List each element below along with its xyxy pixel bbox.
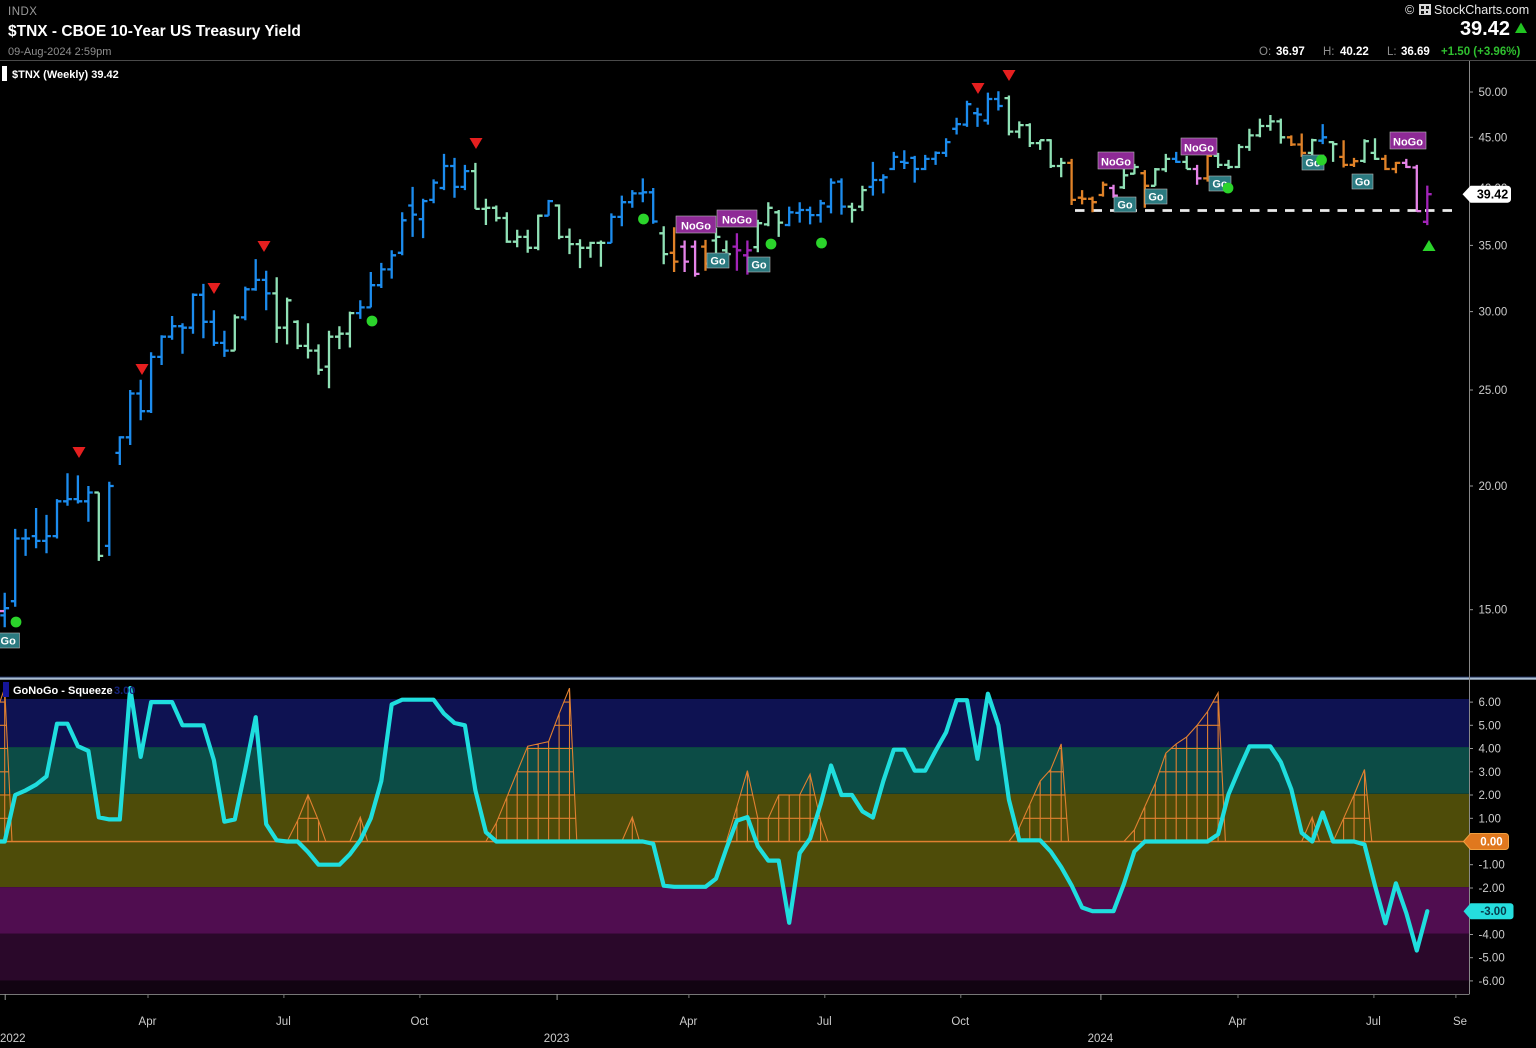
svg-text:50.00: 50.00 bbox=[1479, 87, 1508, 99]
svg-text:Jul: Jul bbox=[1366, 1016, 1381, 1028]
svg-text:2022: 2022 bbox=[0, 1033, 26, 1045]
svg-text:-4.00: -4.00 bbox=[1479, 930, 1505, 942]
svg-text:2.00: 2.00 bbox=[1479, 790, 1501, 802]
svg-text:-1.00: -1.00 bbox=[1479, 860, 1505, 872]
svg-text:-6.00: -6.00 bbox=[1479, 976, 1505, 988]
svg-text:09-Aug-2024 2:59pm: 09-Aug-2024 2:59pm bbox=[8, 46, 111, 58]
svg-text:NoGo: NoGo bbox=[722, 215, 752, 227]
svg-text:$TNX - CBOE 10-Year US Treasur: $TNX - CBOE 10-Year US Treasury Yield bbox=[8, 23, 301, 40]
svg-text:20.00: 20.00 bbox=[1479, 481, 1508, 493]
svg-text:Jul: Jul bbox=[276, 1016, 291, 1028]
svg-text:GoNoGo - Squeeze: GoNoGo - Squeeze bbox=[13, 685, 113, 697]
svg-text:-5.00: -5.00 bbox=[1479, 953, 1505, 965]
svg-text:39.42: 39.42 bbox=[1460, 18, 1510, 40]
svg-text:NoGo: NoGo bbox=[681, 221, 711, 233]
svg-text:Go: Go bbox=[1355, 177, 1371, 189]
svg-text:4.00: 4.00 bbox=[1479, 744, 1501, 756]
svg-text:NoGo: NoGo bbox=[1184, 143, 1214, 155]
svg-text:O:36.97H:40.22L:36.69+1.50 (+3: O: 36.97 H: 40.22 L: 36.69 +1.50 (+3.96%) bbox=[1259, 46, 1520, 58]
svg-text:Apr: Apr bbox=[679, 1016, 697, 1028]
svg-text:Go: Go bbox=[751, 260, 767, 272]
svg-text:©: © bbox=[1405, 3, 1415, 17]
svg-text:Jul: Jul bbox=[817, 1016, 832, 1028]
svg-text:$TNX (Weekly) 39.42: $TNX (Weekly) 39.42 bbox=[12, 69, 119, 81]
svg-text:Go: Go bbox=[1117, 200, 1133, 212]
svg-text:Se: Se bbox=[1453, 1016, 1467, 1028]
svg-text:Apr: Apr bbox=[1229, 1016, 1247, 1028]
svg-text:-2.00: -2.00 bbox=[1479, 883, 1505, 895]
svg-text:6.00: 6.00 bbox=[1479, 697, 1501, 709]
svg-text:NoGo: NoGo bbox=[1101, 157, 1131, 169]
svg-text:Go: Go bbox=[1148, 192, 1164, 204]
svg-text:15.00: 15.00 bbox=[1479, 605, 1508, 617]
svg-text:45.00: 45.00 bbox=[1479, 132, 1508, 144]
svg-text:39.42: 39.42 bbox=[1477, 187, 1508, 201]
svg-text:3.00: 3.00 bbox=[114, 685, 135, 697]
svg-text:Go: Go bbox=[710, 256, 726, 268]
svg-text:3.00: 3.00 bbox=[1479, 767, 1501, 779]
svg-text:Apr: Apr bbox=[139, 1016, 157, 1028]
svg-text:25.00: 25.00 bbox=[1479, 385, 1508, 397]
svg-text:2024: 2024 bbox=[1088, 1033, 1114, 1045]
svg-text:StockCharts.com: StockCharts.com bbox=[1434, 3, 1529, 17]
svg-text:5.00: 5.00 bbox=[1479, 720, 1501, 732]
svg-text:35.00: 35.00 bbox=[1479, 240, 1508, 252]
svg-text:INDX: INDX bbox=[8, 6, 37, 18]
svg-text:Oct: Oct bbox=[951, 1016, 970, 1028]
svg-text:30.00: 30.00 bbox=[1479, 307, 1508, 319]
svg-text:-3.00: -3.00 bbox=[1480, 906, 1506, 918]
svg-text:Go: Go bbox=[1, 636, 17, 648]
svg-text:1.00: 1.00 bbox=[1479, 813, 1501, 825]
svg-text:NoGo: NoGo bbox=[1393, 137, 1423, 149]
svg-text:Oct: Oct bbox=[410, 1016, 429, 1028]
svg-text:0.00: 0.00 bbox=[1480, 837, 1502, 849]
svg-text:2023: 2023 bbox=[544, 1033, 570, 1045]
